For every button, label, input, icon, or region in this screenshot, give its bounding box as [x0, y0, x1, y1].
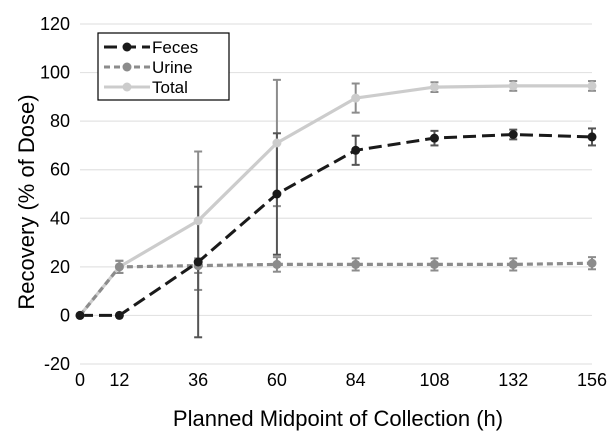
- y-tick-label-1: 0: [60, 305, 70, 325]
- data-point-total-2: [193, 216, 203, 226]
- series-line-total: [78, 84, 592, 317]
- data-point-feces-1: [114, 310, 124, 320]
- legend-item-urine: Urine: [104, 58, 193, 77]
- y-axis-ticks: -20 0 20 40 60 80 100 120: [40, 14, 70, 374]
- data-point-urine-1: [114, 262, 124, 272]
- data-point-urine-7: [587, 258, 597, 268]
- x-tick-label-0: 0: [75, 370, 85, 390]
- y-tick-label-5: 80: [50, 111, 70, 131]
- legend-marker-total: [122, 82, 132, 92]
- data-point-feces-4: [351, 145, 361, 155]
- series-points: [75, 81, 597, 320]
- legend-item-feces: Feces: [104, 38, 198, 57]
- legend-label-total: Total: [152, 78, 188, 97]
- data-point-feces-2: [193, 257, 203, 267]
- data-point-total-3: [272, 138, 282, 148]
- y-tick-label-0: -20: [44, 354, 70, 374]
- data-point-urine-4: [351, 259, 361, 269]
- data-point-total-6: [508, 81, 518, 91]
- x-tick-label-6: 132: [498, 370, 528, 390]
- legend-item-total: Total: [104, 78, 188, 97]
- data-point-total-4: [351, 93, 361, 103]
- y-tick-label-2: 20: [50, 257, 70, 277]
- data-point-urine-6: [508, 259, 518, 269]
- data-point-feces-6: [508, 130, 518, 139]
- data-point-urine-5: [429, 259, 439, 269]
- legend-label-feces: Feces: [152, 38, 198, 57]
- data-point-feces-5: [429, 133, 439, 143]
- y-tick-label-6: 100: [40, 63, 70, 83]
- x-tick-label-1: 12: [109, 370, 129, 390]
- legend: Feces Urine Total: [97, 32, 230, 101]
- data-point-feces-0: [75, 310, 85, 320]
- x-axis-ticks: 0 12 36 60 84 108 132 156: [75, 370, 607, 390]
- series-line-urine: [78, 261, 593, 317]
- data-point-feces-7: [587, 132, 597, 142]
- data-point-urine-3: [272, 259, 282, 269]
- x-tick-label-4: 84: [346, 370, 366, 390]
- x-tick-label-5: 108: [419, 370, 449, 390]
- x-axis-title: Planned Midpoint of Collection (h): [173, 406, 503, 431]
- series-lines: [78, 84, 593, 317]
- x-tick-label-7: 156: [577, 370, 607, 390]
- x-tick-label-3: 60: [267, 370, 287, 390]
- error-bars: [115, 78, 596, 339]
- series-line-feces: [80, 133, 593, 317]
- y-tick-label-4: 60: [50, 160, 70, 180]
- legend-marker-feces: [122, 42, 132, 52]
- y-tick-label-7: 120: [40, 14, 70, 34]
- data-point-total-7: [587, 81, 597, 91]
- legend-label-urine: Urine: [152, 58, 193, 77]
- y-tick-label-3: 40: [50, 208, 70, 228]
- y-axis-title: Recovery (% of Dose): [14, 94, 39, 309]
- x-tick-label-2: 36: [188, 370, 208, 390]
- legend-marker-urine: [122, 62, 132, 72]
- data-point-total-5: [429, 82, 439, 92]
- data-point-feces-3: [272, 189, 282, 199]
